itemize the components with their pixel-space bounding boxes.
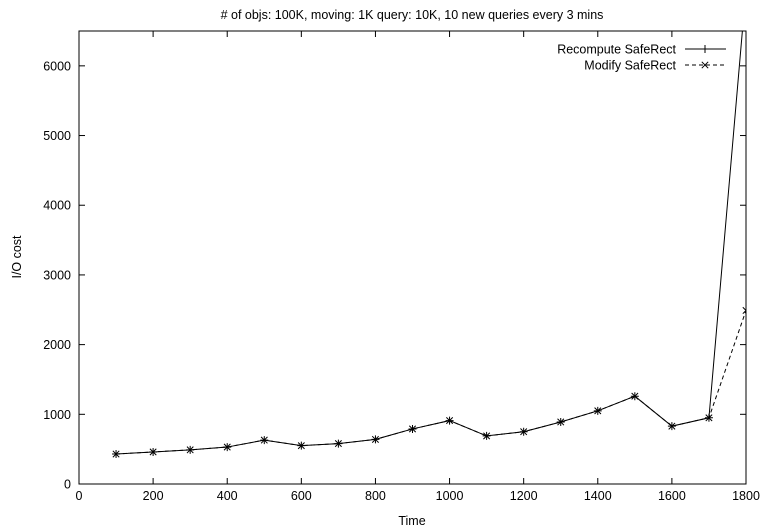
x-tick-label: 1200: [510, 489, 538, 503]
y-tick-label: 1000: [43, 408, 71, 422]
x-tick-label: 1000: [436, 489, 464, 503]
legend-label: Recompute SafeRect: [557, 43, 676, 57]
data-point: [112, 450, 120, 458]
data-point: [223, 443, 231, 451]
legend: Recompute SafeRect Modify SafeRect: [557, 43, 726, 73]
x-tick-label: 400: [217, 489, 238, 503]
data-point: [742, 306, 746, 315]
series-line: [116, 310, 746, 455]
x-tick-label: 1800: [732, 489, 760, 503]
data-point: [446, 417, 454, 425]
data-point: [334, 440, 342, 448]
data-point: [557, 418, 565, 426]
x-tick-label: 1600: [658, 489, 686, 503]
y-tick-label: 2000: [43, 338, 71, 352]
data-point: [668, 422, 676, 430]
axis-ticks: 0 200 400 600 800 1000 1200 1400 1600 1800 0 1000 20…: [43, 31, 760, 503]
x-axis-label: Time: [398, 514, 425, 528]
data-point: [297, 442, 305, 450]
data-point: [186, 446, 194, 454]
plot-series: [112, 31, 746, 459]
plot-frame: [78, 30, 747, 485]
x-tick-label: 800: [365, 489, 386, 503]
data-point: [260, 436, 268, 444]
data-point: [408, 425, 417, 433]
x-tick-label: 200: [143, 489, 164, 503]
data-point: [520, 428, 528, 436]
data-point: [594, 407, 602, 415]
chart-title: # of objs: 100K, moving: 1K query: 10K, …: [221, 8, 604, 22]
data-point: [631, 392, 639, 400]
series-2: [112, 306, 746, 458]
x-tick-label: 1400: [584, 489, 612, 503]
y-tick-label: 3000: [43, 268, 71, 282]
y-tick-label: 5000: [43, 129, 71, 143]
y-axis-label: I/O cost: [10, 235, 24, 279]
y-tick-label: 4000: [43, 199, 71, 213]
y-tick-label: 0: [64, 478, 71, 492]
data-point: [705, 414, 713, 422]
x-tick-label: 0: [76, 489, 83, 503]
data-point: [483, 432, 491, 440]
data-point: [371, 435, 379, 443]
legend-label: Modify SafeRect: [584, 59, 676, 73]
data-point: [149, 448, 157, 456]
legend-marker: [701, 45, 709, 53]
legend-marker: [701, 61, 709, 69]
y-tick-label: 6000: [43, 59, 71, 73]
x-tick-label: 600: [291, 489, 312, 503]
